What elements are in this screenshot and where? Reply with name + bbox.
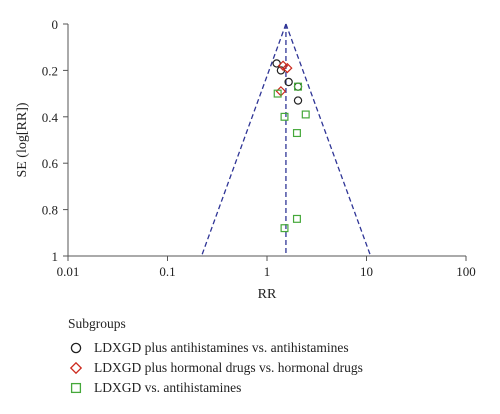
diamond-marker-icon — [69, 361, 83, 375]
legend: Subgroups LDXGD plus antihistamines vs. … — [68, 316, 363, 398]
square-point — [273, 89, 282, 98]
y-axis-label: SE (log[RR]) — [15, 102, 30, 177]
y-tick-label: 0 — [52, 17, 59, 32]
circle-point — [293, 82, 303, 91]
y-tick-label: 0.8 — [42, 203, 58, 218]
axes: 00.20.40.60.810.01 0.1 1 10 100 — [42, 17, 476, 279]
x-tick-label: 0.1 — [159, 264, 175, 279]
x-tick-label: 100 — [456, 264, 476, 279]
square-point — [294, 82, 303, 91]
circle-marker-icon — [70, 342, 82, 354]
data-points — [272, 59, 310, 233]
legend-item-hormonal-combo: LDXGD plus hormonal drugs vs. hormonal d… — [68, 358, 363, 378]
square-marker-icon — [70, 382, 82, 394]
legend-title: Subgroups — [68, 316, 126, 331]
legend-label: LDXGD plus antihistamines vs. antihistam… — [94, 340, 349, 355]
legend-label: LDXGD vs. antihistamines — [94, 380, 242, 395]
legend-item-ldxgd-vs-antihistamines: LDXGD vs. antihistamines — [68, 378, 363, 398]
x-tick-label: 0.01 — [57, 264, 80, 279]
square-point — [292, 214, 301, 223]
circle-point — [293, 96, 303, 105]
diamond-point — [282, 62, 293, 74]
x-tick-label: 10 — [360, 264, 373, 279]
legend-label: LDXGD plus hormonal drugs vs. hormonal d… — [94, 360, 363, 375]
funnel-right-line — [285, 23, 372, 257]
legend-item-antihistamines-combo: LDXGD plus antihistamines vs. antihistam… — [68, 338, 363, 358]
x-axis-label: RR — [258, 287, 277, 302]
y-tick-label: 0.2 — [42, 63, 58, 78]
funnel-lines — [200, 23, 372, 257]
y-tick-label: 0.6 — [42, 156, 59, 171]
x-tick-label: 1 — [264, 264, 271, 279]
y-tick-label: 0.4 — [42, 110, 59, 125]
funnel-left-line — [200, 23, 287, 257]
square-point — [301, 110, 310, 119]
square-point — [280, 112, 289, 121]
circle-point — [284, 77, 293, 87]
y-tick-label: 1 — [52, 249, 59, 264]
funnel-plot: 00.20.40.60.810.01 0.1 1 10 100 SE (log[RR])… — [15, 17, 476, 302]
square-point — [292, 129, 301, 138]
square-point — [280, 224, 289, 233]
